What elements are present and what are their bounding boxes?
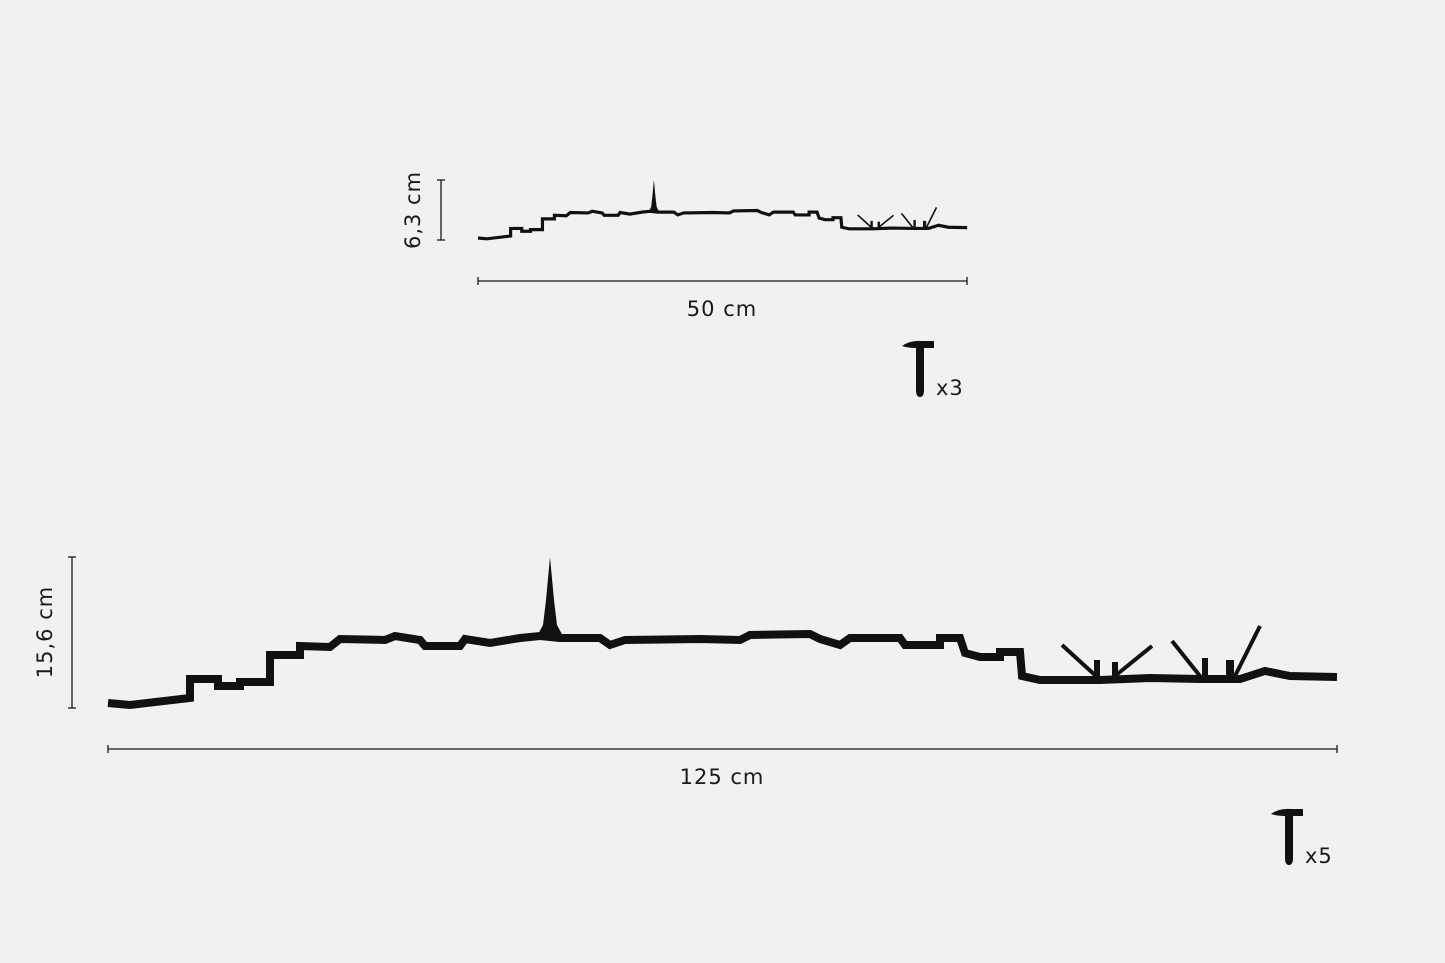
height-label: 15,6 cm	[33, 586, 57, 678]
width-label: 50 cm	[687, 297, 757, 321]
large-skyline	[108, 557, 1337, 705]
width-label: 125 cm	[680, 765, 765, 789]
nails-label: x3	[936, 376, 964, 400]
small-piece: 6,3 cm 50 cm x3	[401, 171, 969, 400]
hammer-icon	[1271, 808, 1303, 865]
height-label: 6,3 cm	[401, 171, 425, 249]
large-piece: 15,6 cm 125 cm x5	[33, 557, 1337, 868]
hammer-icon	[902, 340, 934, 397]
nails-label: x5	[1305, 844, 1333, 868]
small-skyline	[476, 178, 969, 241]
